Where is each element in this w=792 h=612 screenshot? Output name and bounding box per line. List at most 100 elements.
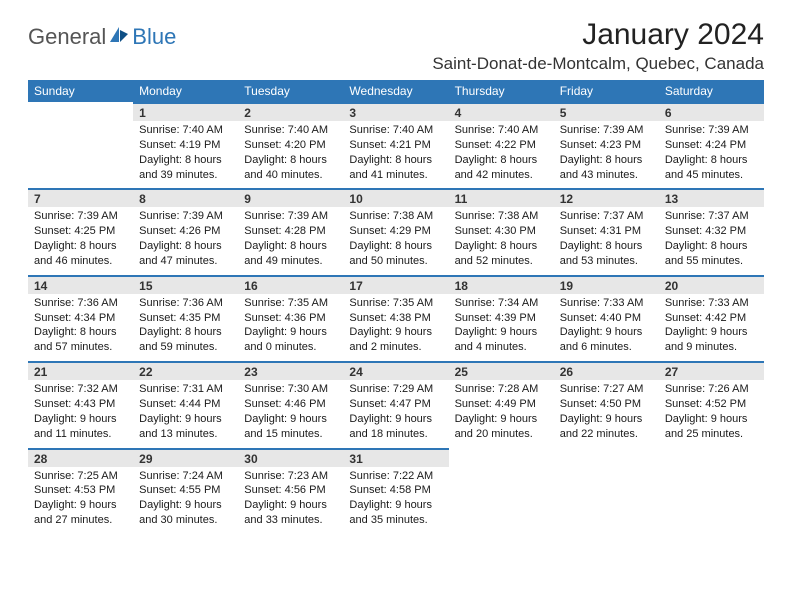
daylight-line1: Daylight: 9 hours [349, 325, 442, 340]
cell-body: Sunrise: 7:32 AMSunset: 4:43 PMDaylight:… [28, 380, 133, 447]
calendar-cell: 14Sunrise: 7:36 AMSunset: 4:34 PMDayligh… [28, 275, 133, 361]
sunset-text: Sunset: 4:19 PM [139, 138, 232, 153]
logo: General Blue [28, 18, 176, 50]
sunrise-text: Sunrise: 7:26 AM [665, 382, 758, 397]
sunrise-text: Sunrise: 7:37 AM [665, 209, 758, 224]
calendar-cell: 31Sunrise: 7:22 AMSunset: 4:58 PMDayligh… [343, 448, 448, 534]
sunset-text: Sunset: 4:31 PM [560, 224, 653, 239]
cell-body: Sunrise: 7:35 AMSunset: 4:38 PMDaylight:… [343, 294, 448, 361]
sunrise-text: Sunrise: 7:40 AM [455, 123, 548, 138]
daylight-line1: Daylight: 8 hours [349, 239, 442, 254]
daylight-line1: Daylight: 8 hours [139, 153, 232, 168]
calendar-cell: 25Sunrise: 7:28 AMSunset: 4:49 PMDayligh… [449, 361, 554, 447]
daylight-line2: and 40 minutes. [244, 168, 337, 183]
day-number: 6 [659, 102, 764, 121]
sunrise-text: Sunrise: 7:24 AM [139, 469, 232, 484]
daylight-line1: Daylight: 9 hours [244, 498, 337, 513]
day-number: 14 [28, 275, 133, 294]
day-number: 24 [343, 361, 448, 380]
sunset-text: Sunset: 4:43 PM [34, 397, 127, 412]
cell-body: Sunrise: 7:26 AMSunset: 4:52 PMDaylight:… [659, 380, 764, 447]
header: General Blue January 2024 Saint-Donat-de… [28, 18, 764, 74]
daylight-line2: and 6 minutes. [560, 340, 653, 355]
daylight-line2: and 41 minutes. [349, 168, 442, 183]
sunset-text: Sunset: 4:21 PM [349, 138, 442, 153]
daylight-line2: and 45 minutes. [665, 168, 758, 183]
daylight-line1: Daylight: 9 hours [349, 412, 442, 427]
sunset-text: Sunset: 4:29 PM [349, 224, 442, 239]
sunset-text: Sunset: 4:53 PM [34, 483, 127, 498]
logo-text-blue: Blue [132, 24, 176, 50]
cell-body: Sunrise: 7:28 AMSunset: 4:49 PMDaylight:… [449, 380, 554, 447]
calendar-cell: 26Sunrise: 7:27 AMSunset: 4:50 PMDayligh… [554, 361, 659, 447]
day-number: 9 [238, 188, 343, 207]
calendar-cell: 3Sunrise: 7:40 AMSunset: 4:21 PMDaylight… [343, 102, 448, 188]
cell-body: Sunrise: 7:39 AMSunset: 4:25 PMDaylight:… [28, 207, 133, 274]
daylight-line2: and 27 minutes. [34, 513, 127, 528]
calendar-cell [554, 448, 659, 534]
daylight-line1: Daylight: 8 hours [244, 153, 337, 168]
day-number: 10 [343, 188, 448, 207]
calendar-cell: 6Sunrise: 7:39 AMSunset: 4:24 PMDaylight… [659, 102, 764, 188]
calendar-cell: 9Sunrise: 7:39 AMSunset: 4:28 PMDaylight… [238, 188, 343, 274]
sunrise-text: Sunrise: 7:35 AM [244, 296, 337, 311]
daylight-line1: Daylight: 8 hours [560, 153, 653, 168]
cell-body: Sunrise: 7:34 AMSunset: 4:39 PMDaylight:… [449, 294, 554, 361]
daylight-line1: Daylight: 8 hours [139, 325, 232, 340]
daylight-line2: and 47 minutes. [139, 254, 232, 269]
cell-body: Sunrise: 7:30 AMSunset: 4:46 PMDaylight:… [238, 380, 343, 447]
calendar-cell [449, 448, 554, 534]
calendar-cell: 20Sunrise: 7:33 AMSunset: 4:42 PMDayligh… [659, 275, 764, 361]
daylight-line2: and 15 minutes. [244, 427, 337, 442]
daylight-line1: Daylight: 9 hours [139, 498, 232, 513]
week-row: 28Sunrise: 7:25 AMSunset: 4:53 PMDayligh… [28, 448, 764, 534]
sunrise-text: Sunrise: 7:31 AM [139, 382, 232, 397]
daylight-line2: and 18 minutes. [349, 427, 442, 442]
day-number: 20 [659, 275, 764, 294]
sunset-text: Sunset: 4:24 PM [665, 138, 758, 153]
day-number: 31 [343, 448, 448, 467]
day-number: 28 [28, 448, 133, 467]
daylight-line2: and 25 minutes. [665, 427, 758, 442]
week-row: 14Sunrise: 7:36 AMSunset: 4:34 PMDayligh… [28, 275, 764, 361]
day-number: 27 [659, 361, 764, 380]
daylight-line1: Daylight: 9 hours [665, 325, 758, 340]
calendar-cell: 19Sunrise: 7:33 AMSunset: 4:40 PMDayligh… [554, 275, 659, 361]
cell-body: Sunrise: 7:39 AMSunset: 4:26 PMDaylight:… [133, 207, 238, 274]
cell-body: Sunrise: 7:40 AMSunset: 4:20 PMDaylight:… [238, 121, 343, 188]
daynames-row: SundayMondayTuesdayWednesdayThursdayFrid… [28, 80, 764, 102]
sunrise-text: Sunrise: 7:40 AM [349, 123, 442, 138]
daylight-line2: and 55 minutes. [665, 254, 758, 269]
day-number: 18 [449, 275, 554, 294]
sunrise-text: Sunrise: 7:30 AM [244, 382, 337, 397]
calendar-cell [659, 448, 764, 534]
sunset-text: Sunset: 4:39 PM [455, 311, 548, 326]
cell-body: Sunrise: 7:33 AMSunset: 4:42 PMDaylight:… [659, 294, 764, 361]
sunrise-text: Sunrise: 7:33 AM [560, 296, 653, 311]
day-number: 25 [449, 361, 554, 380]
cell-body: Sunrise: 7:40 AMSunset: 4:19 PMDaylight:… [133, 121, 238, 188]
sunset-text: Sunset: 4:20 PM [244, 138, 337, 153]
cell-body: Sunrise: 7:36 AMSunset: 4:35 PMDaylight:… [133, 294, 238, 361]
sunset-text: Sunset: 4:55 PM [139, 483, 232, 498]
cell-body: Sunrise: 7:27 AMSunset: 4:50 PMDaylight:… [554, 380, 659, 447]
cell-body: Sunrise: 7:40 AMSunset: 4:21 PMDaylight:… [343, 121, 448, 188]
daylight-line2: and 53 minutes. [560, 254, 653, 269]
calendar-cell [28, 102, 133, 188]
cell-body: Sunrise: 7:23 AMSunset: 4:56 PMDaylight:… [238, 467, 343, 534]
daylight-line1: Daylight: 8 hours [560, 239, 653, 254]
sunset-text: Sunset: 4:50 PM [560, 397, 653, 412]
daylight-line1: Daylight: 9 hours [244, 412, 337, 427]
day-number: 15 [133, 275, 238, 294]
daylight-line2: and 4 minutes. [455, 340, 548, 355]
daylight-line1: Daylight: 9 hours [244, 325, 337, 340]
calendar-cell: 15Sunrise: 7:36 AMSunset: 4:35 PMDayligh… [133, 275, 238, 361]
daylight-line1: Daylight: 9 hours [34, 412, 127, 427]
daylight-line1: Daylight: 8 hours [455, 153, 548, 168]
cell-body: Sunrise: 7:39 AMSunset: 4:23 PMDaylight:… [554, 121, 659, 188]
sunset-text: Sunset: 4:58 PM [349, 483, 442, 498]
daylight-line2: and 42 minutes. [455, 168, 548, 183]
calendar-cell: 21Sunrise: 7:32 AMSunset: 4:43 PMDayligh… [28, 361, 133, 447]
day-number [659, 448, 764, 467]
cell-body: Sunrise: 7:35 AMSunset: 4:36 PMDaylight:… [238, 294, 343, 361]
